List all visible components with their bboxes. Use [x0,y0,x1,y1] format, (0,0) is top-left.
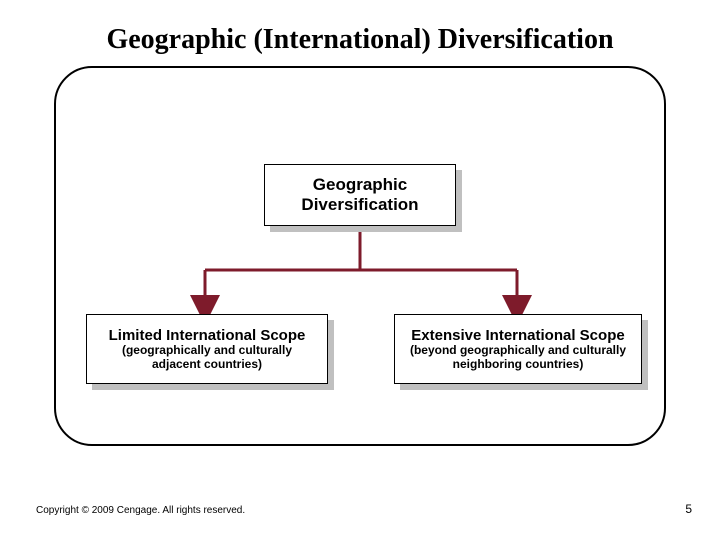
right-box-subtitle: (beyond geographically and culturally ne… [395,344,641,372]
root-box: Geographic Diversification [264,164,462,232]
copyright-text: Copyright © 2009 Cengage. All rights res… [36,505,245,516]
slide: Geographic (International) Diversificati… [0,0,720,540]
right-box: Extensive International Scope (beyond ge… [394,314,648,390]
connector-lines [0,0,720,540]
page-number: 5 [685,502,692,516]
left-box-title: Limited International Scope [101,327,314,344]
right-box-title: Extensive International Scope [403,327,632,344]
root-box-label: Geographic Diversification [265,175,455,215]
left-box: Limited International Scope (geographica… [86,314,334,390]
left-box-subtitle: (geographically and culturally adjacent … [87,344,327,372]
